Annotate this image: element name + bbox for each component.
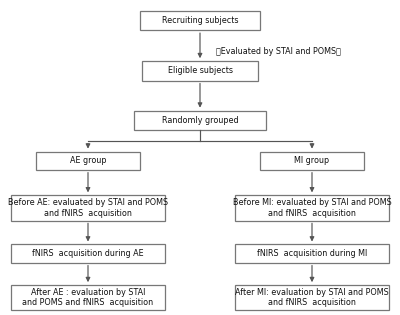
Text: Before AE: evaluated by STAI and POMS
and fNIRS  acquisition: Before AE: evaluated by STAI and POMS an… [8,198,168,218]
FancyBboxPatch shape [11,244,165,263]
FancyBboxPatch shape [235,285,389,310]
FancyBboxPatch shape [235,195,389,220]
Text: Recruiting subjects: Recruiting subjects [162,16,238,25]
Text: AE group: AE group [70,156,106,165]
Text: Eligible subjects: Eligible subjects [168,66,232,75]
Text: （Evaluated by STAI and POMS）: （Evaluated by STAI and POMS） [216,47,340,55]
Text: fNIRS  acquisition during AE: fNIRS acquisition during AE [32,249,144,258]
FancyBboxPatch shape [260,152,364,170]
FancyBboxPatch shape [134,111,266,130]
FancyBboxPatch shape [11,285,165,310]
FancyBboxPatch shape [36,152,140,170]
Text: After MI: evaluation by STAI and POMS
and fNIRS  acquisition: After MI: evaluation by STAI and POMS an… [235,288,389,307]
Text: fNIRS  acquisition during MI: fNIRS acquisition during MI [257,249,367,258]
Text: MI group: MI group [294,156,330,165]
Text: After AE : evaluation by STAI
and POMS and fNIRS  acquisition: After AE : evaluation by STAI and POMS a… [22,288,154,307]
FancyBboxPatch shape [235,244,389,263]
FancyBboxPatch shape [140,11,260,30]
FancyBboxPatch shape [142,61,258,81]
Text: Before MI: evaluated by STAI and POMS
and fNIRS  acquisition: Before MI: evaluated by STAI and POMS an… [233,198,391,218]
FancyBboxPatch shape [11,195,165,220]
Text: Randomly grouped: Randomly grouped [162,116,238,125]
